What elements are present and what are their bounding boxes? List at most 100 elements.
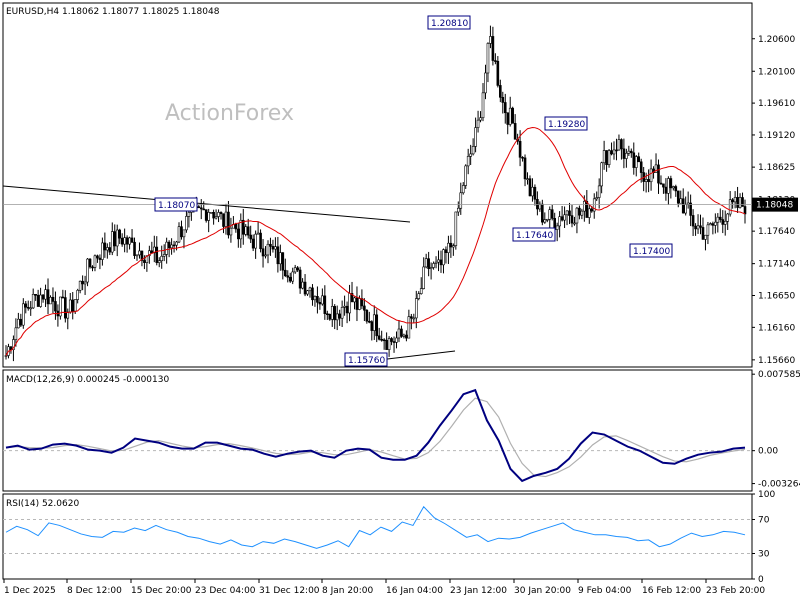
macd-signal-line [5, 397, 746, 478]
candle-body [718, 216, 722, 220]
candle-body [694, 225, 697, 230]
candle-body [291, 271, 295, 282]
candle-body [54, 301, 57, 312]
candle-body [254, 233, 257, 249]
candle-body [283, 269, 287, 277]
candle-body [224, 211, 228, 227]
candle-body [731, 199, 734, 203]
candle-body [143, 260, 146, 263]
candle-body [513, 123, 517, 140]
price-annotation-label: 1.17640 [516, 231, 553, 241]
candle-body [412, 317, 416, 320]
candle-body [370, 321, 374, 331]
candle-body [602, 150, 606, 164]
x-tick-label: 16 Feb 12:00 [642, 586, 701, 596]
candle-body [605, 150, 608, 165]
candle-body [269, 243, 272, 247]
candle-body [597, 185, 601, 198]
candle-body [538, 203, 542, 210]
candle-body [276, 246, 280, 265]
rsi-y-tick-label: 70 [758, 516, 770, 526]
rsi-y-tick-label: 100 [758, 490, 775, 500]
candle-body [573, 222, 576, 225]
macd-panel-frame [2, 369, 753, 492]
candle-body [600, 162, 603, 187]
candle-body [4, 355, 8, 357]
x-tick-label: 15 Dec 20:00 [131, 586, 192, 596]
candle-body [135, 254, 139, 257]
candle-body [518, 140, 522, 158]
candle-body [503, 102, 507, 114]
candle-body [444, 249, 448, 253]
candle-body [657, 164, 660, 184]
candle-body [630, 150, 633, 154]
candle-body [580, 210, 584, 216]
candle-body [274, 246, 277, 250]
rsi-header: RSI(14) 52.0620 [6, 499, 79, 509]
candle-body [464, 165, 468, 186]
price-annotation-label: 1.17400 [633, 247, 670, 257]
candle-body [531, 186, 534, 197]
rsi-line [5, 505, 746, 549]
candle-body [237, 228, 240, 240]
candle-body [217, 212, 220, 217]
candle-body [288, 276, 292, 282]
candle-body [402, 334, 406, 337]
candle-body [81, 280, 84, 285]
candle-body [474, 127, 477, 147]
macd-line [5, 388, 746, 483]
candle-body [652, 168, 655, 173]
rsi-y-tick-label: 30 [758, 550, 770, 560]
candle-body [400, 328, 403, 337]
candle-body [632, 152, 636, 168]
candle-body [14, 327, 18, 340]
candle-body [625, 152, 628, 159]
candle-body [686, 202, 690, 205]
x-tick-label: 31 Dec 12:00 [259, 586, 320, 596]
candle-body [355, 297, 359, 310]
x-tick-label: 9 Feb 04:00 [578, 586, 632, 596]
candle-body [484, 72, 487, 94]
candle-body [437, 259, 440, 263]
candle-body [385, 339, 388, 350]
candle-body [133, 241, 136, 256]
candle-body [689, 202, 692, 216]
main-y-tick-label: 1.16160 [758, 323, 795, 333]
main-y-tick-label: 1.17640 [758, 227, 795, 237]
candle-body [741, 197, 744, 207]
candle-body [296, 267, 299, 271]
x-tick-label: 23 Jan 12:00 [450, 586, 507, 596]
candle-body [148, 250, 151, 256]
candle-body [575, 207, 579, 224]
candle-body [476, 119, 480, 128]
candle-body [271, 246, 275, 250]
candle-body [123, 237, 126, 245]
candle-body [321, 295, 324, 305]
candle-body [353, 297, 356, 303]
candle-body [637, 156, 641, 163]
candle-body [187, 212, 191, 217]
candle-body [241, 219, 245, 235]
candle-body [659, 182, 663, 185]
candle-body [501, 97, 505, 103]
candle-body [583, 201, 586, 212]
candle-body [726, 213, 729, 222]
candle-body [672, 186, 675, 189]
candle-body [279, 252, 282, 265]
candle-body [313, 296, 317, 301]
candle-body [548, 209, 552, 220]
candle-body [424, 258, 428, 268]
candle-body [96, 255, 99, 259]
candle-body [29, 307, 33, 310]
candle-body [180, 226, 183, 238]
candle-body [140, 250, 144, 261]
candle-body [728, 199, 732, 215]
candle-body [162, 254, 166, 257]
candle-body [417, 293, 421, 299]
price-annotation-box [344, 352, 388, 367]
candle-body [452, 245, 455, 248]
candle-body [550, 209, 554, 219]
candle-body [128, 237, 131, 245]
candle-body [17, 318, 20, 329]
candle-body [427, 258, 430, 270]
